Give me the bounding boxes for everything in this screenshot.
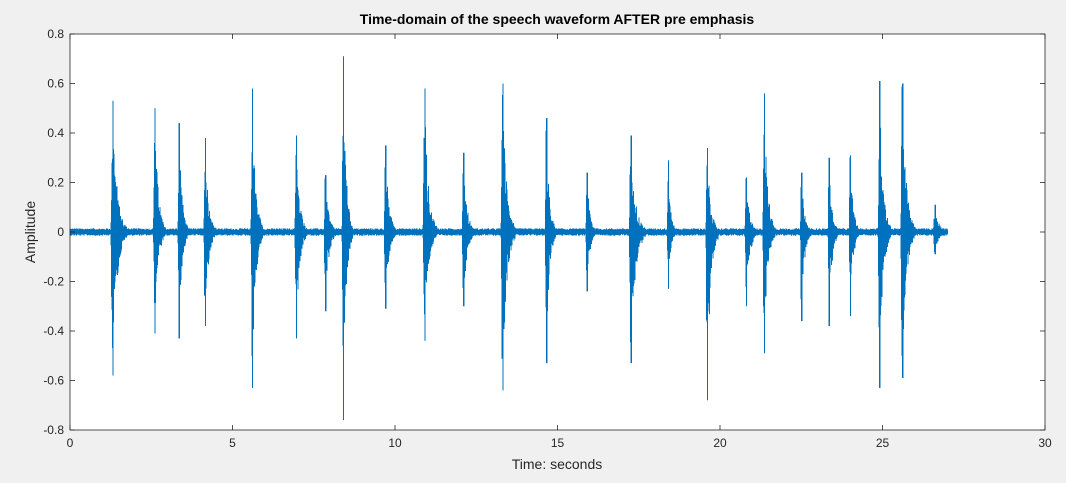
y-tick-label: 0.8 (47, 27, 64, 41)
y-tick-label: -0.2 (43, 275, 64, 289)
x-tick-label: 25 (876, 436, 890, 450)
x-tick-label: 5 (229, 436, 236, 450)
x-tick-label: 30 (1038, 436, 1052, 450)
x-tick-label: 15 (551, 436, 565, 450)
y-axis-label: Amplitude (22, 201, 38, 263)
x-tick-label: 0 (67, 436, 74, 450)
x-axis-label: Time: seconds (512, 456, 603, 472)
y-tick-label: -0.8 (43, 423, 64, 437)
x-axis-ticks: 0 5 10 15 20 25 30 (67, 34, 1052, 450)
y-tick-label: 0.2 (47, 176, 64, 190)
y-tick-label: 0.4 (47, 126, 64, 140)
chart-title: Time-domain of the speech waveform AFTER… (360, 11, 755, 27)
y-tick-label: -0.4 (43, 324, 64, 338)
x-tick-label: 20 (713, 436, 727, 450)
y-tick-label: -0.6 (43, 374, 64, 388)
y-tick-label: 0 (57, 225, 64, 239)
y-tick-label: 0.6 (47, 77, 64, 91)
x-tick-label: 10 (388, 436, 402, 450)
y-axis-ticks: -0.8 -0.6 -0.4 -0.2 0 0.2 0.4 0.6 0.8 (43, 27, 1045, 437)
